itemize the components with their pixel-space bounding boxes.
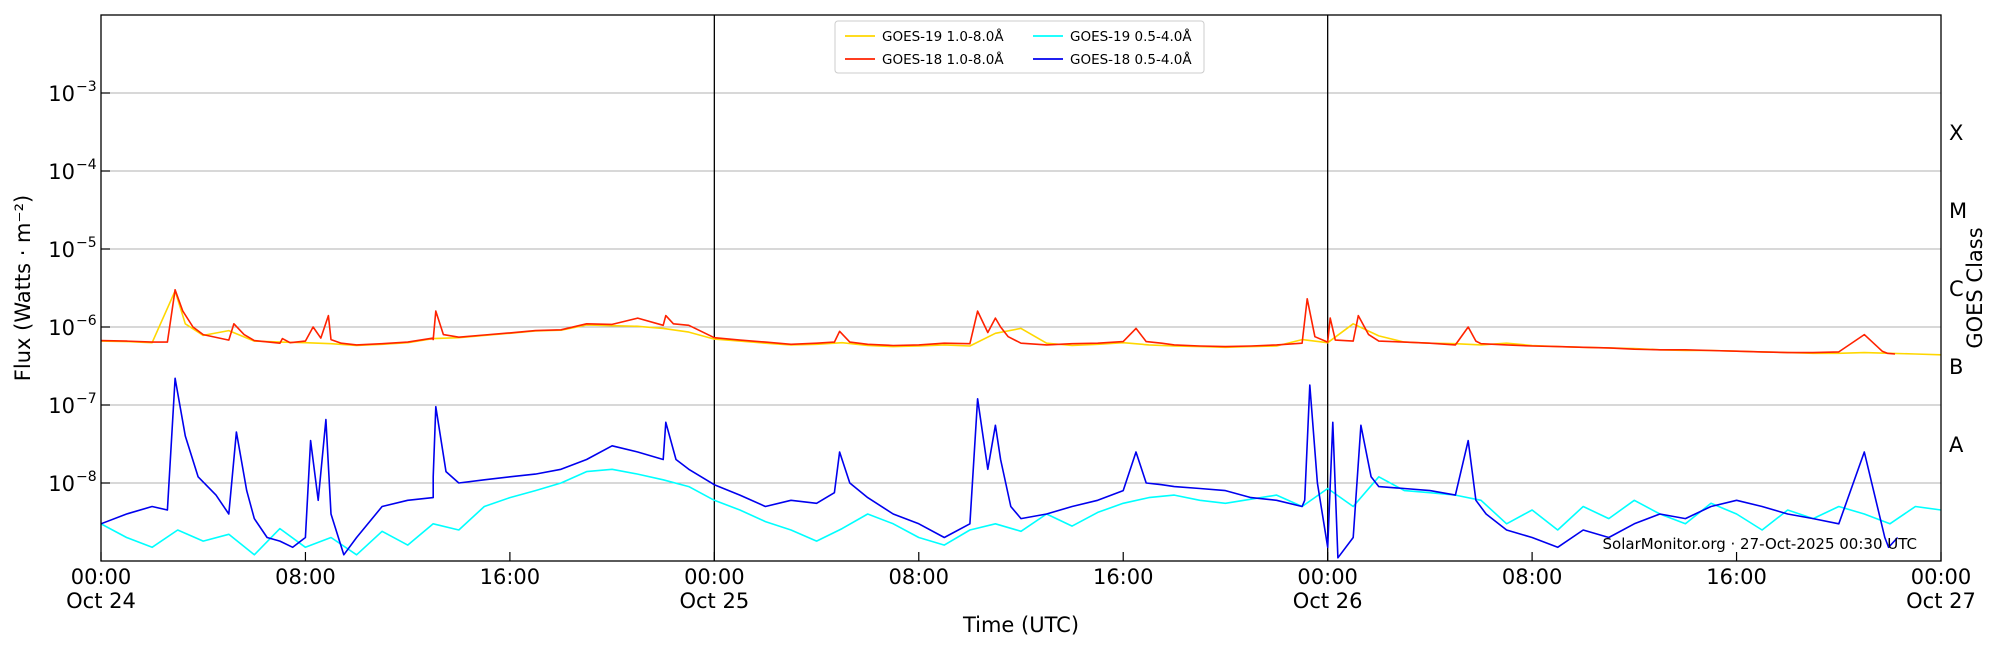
gridlines	[101, 92, 1941, 484]
y-tick-exponent: −5	[76, 235, 97, 251]
y-tick-label: 10	[48, 160, 75, 184]
y-tick-exponent: −7	[76, 391, 97, 407]
goes-class-label: A	[1949, 433, 1964, 457]
x-tick-label-date: Oct 26	[1293, 589, 1363, 613]
goes-class-label: X	[1949, 121, 1963, 145]
x-axis-title: Time (UTC)	[962, 613, 1079, 637]
legend-label: GOES-18 0.5-4.0Å	[1070, 51, 1192, 68]
series-line	[101, 290, 1941, 356]
y-tick-exponent: −8	[76, 469, 97, 485]
legend-label: GOES-19 0.5-4.0Å	[1070, 28, 1192, 45]
legend-box	[834, 20, 1205, 74]
series-line	[101, 377, 1899, 559]
x-tick-label-time: 00:00	[684, 565, 745, 589]
x-tick-label-time: 08:00	[889, 565, 950, 589]
series-lines	[101, 288, 1941, 559]
x-tick-label-time: 00:00	[1911, 565, 1972, 589]
y-tick-label: 10	[48, 316, 75, 340]
x-tick-label-date: Oct 27	[1906, 589, 1976, 613]
legend-label: GOES-19 1.0-8.0Å	[882, 28, 1004, 45]
x-tick-label-time: 16:00	[480, 565, 541, 589]
legend: GOES-19 1.0-8.0Å GOES-18 1.0-8.0Å GOES-19 …	[834, 20, 1205, 74]
y-tick-label: 10	[48, 472, 75, 496]
x-tick-label-time: 16:00	[1706, 565, 1767, 589]
legend-label: GOES-18 1.0-8.0Å	[882, 51, 1004, 68]
x-tick-label-time: 00:00	[71, 565, 132, 589]
goes-class-label: B	[1949, 355, 1963, 379]
y-axis-title: Flux (Watts · m⁻²)	[11, 195, 35, 381]
x-tick-label-time: 08:00	[1502, 565, 1563, 589]
y-axis-ticks: 10−810−710−610−510−410−3	[48, 79, 110, 496]
x-tick-label-time: 08:00	[275, 565, 336, 589]
goes-class-label: M	[1949, 199, 1967, 223]
y-tick-label: 10	[48, 238, 75, 262]
plot-frame	[100, 14, 1942, 562]
x-tick-label-date: Oct 25	[679, 589, 749, 613]
x-tick-label-time: 16:00	[1093, 565, 1154, 589]
y-tick-exponent: −6	[76, 313, 97, 329]
day-boundary-lines	[713, 15, 1329, 561]
x-tick-label-date: Oct 24	[66, 589, 136, 613]
y-tick-exponent: −4	[76, 157, 97, 173]
y-tick-label: 10	[48, 82, 75, 106]
goes-class-labels: A B C M X	[1949, 121, 1967, 457]
series-line	[101, 468, 1941, 556]
credit-text: SolarMonitor.org · 27-Oct-2025 00:30 UTC	[1603, 535, 1917, 553]
y-tick-exponent: −3	[76, 79, 97, 95]
x-tick-label-time: 00:00	[1297, 565, 1358, 589]
series-line	[101, 288, 1896, 355]
y2-axis-title: GOES Class	[1963, 227, 1987, 348]
goes-class-label: C	[1949, 277, 1964, 301]
y-tick-label: 10	[48, 394, 75, 418]
